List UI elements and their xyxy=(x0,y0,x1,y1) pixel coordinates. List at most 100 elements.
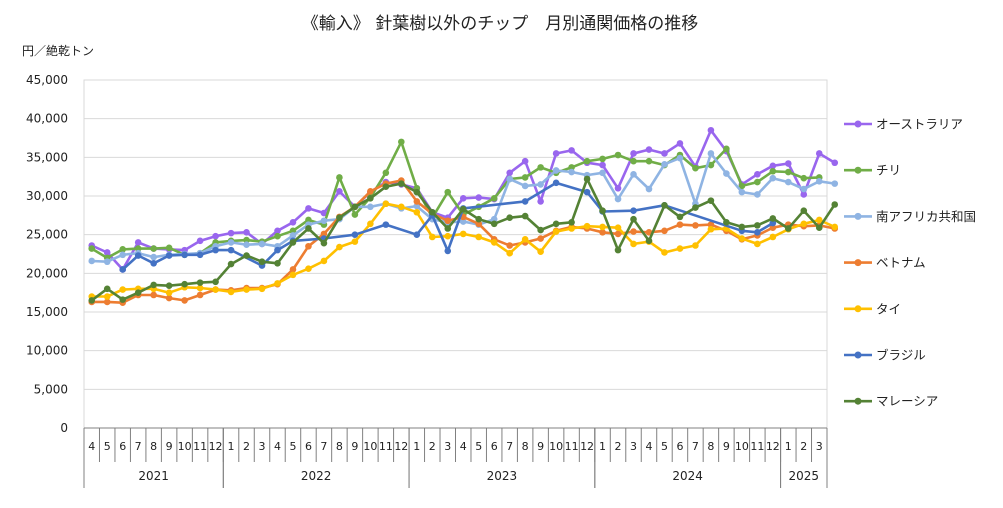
month-tick-label: 7 xyxy=(506,440,513,453)
data-point xyxy=(769,219,777,227)
data-point xyxy=(676,221,684,228)
month-tick-label: 12 xyxy=(394,440,408,453)
data-point xyxy=(645,157,653,165)
month-tick-label: 12 xyxy=(209,440,223,453)
data-point xyxy=(568,225,575,232)
data-point xyxy=(428,233,436,241)
data-point xyxy=(831,201,839,208)
legend-label: マレーシア xyxy=(876,394,938,409)
data-point xyxy=(165,289,173,296)
month-tick-label: 6 xyxy=(305,440,312,453)
data-point xyxy=(661,160,668,168)
data-point xyxy=(754,222,761,229)
month-tick-label: 5 xyxy=(475,440,482,453)
data-point xyxy=(599,155,606,163)
data-point xyxy=(258,258,266,266)
data-point xyxy=(398,138,405,146)
data-point xyxy=(165,294,173,302)
data-point xyxy=(754,240,761,248)
data-point xyxy=(800,191,808,198)
data-point xyxy=(537,164,544,171)
data-point xyxy=(181,297,188,304)
data-point xyxy=(537,198,544,205)
month-tick-label: 9 xyxy=(351,440,358,453)
data-point xyxy=(676,245,684,252)
data-point xyxy=(274,280,281,287)
y-tick-label: 5,000 xyxy=(34,382,68,396)
month-tick-label: 10 xyxy=(549,440,563,453)
data-point xyxy=(692,242,699,249)
data-point xyxy=(444,225,452,232)
data-point xyxy=(738,235,746,242)
data-point xyxy=(800,207,808,214)
data-point xyxy=(614,230,622,238)
data-point xyxy=(815,178,823,185)
data-point xyxy=(274,232,281,240)
data-point xyxy=(413,231,421,238)
data-point xyxy=(676,140,684,147)
month-tick-label: 10 xyxy=(178,440,192,453)
month-tick-label: 5 xyxy=(289,440,296,453)
y-tick-label: 30,000 xyxy=(26,189,68,203)
data-point xyxy=(382,169,390,177)
data-point xyxy=(150,291,157,299)
data-point xyxy=(599,161,606,169)
data-point xyxy=(243,241,250,249)
month-tick-label: 2 xyxy=(800,440,807,453)
data-point xyxy=(134,239,142,246)
data-point xyxy=(599,169,606,177)
month-tick-label: 3 xyxy=(630,440,637,453)
data-point xyxy=(800,174,808,182)
data-point xyxy=(459,205,467,213)
data-point xyxy=(398,203,405,211)
data-point xyxy=(243,286,250,293)
data-point xyxy=(707,126,715,134)
data-point xyxy=(645,146,653,153)
data-point xyxy=(599,229,606,236)
data-point xyxy=(475,220,483,228)
data-point xyxy=(88,297,96,304)
data-point xyxy=(707,225,715,233)
data-point xyxy=(645,185,653,193)
data-point xyxy=(754,171,761,178)
data-point xyxy=(150,245,157,252)
data-point xyxy=(367,188,374,195)
month-tick-label: 11 xyxy=(565,440,579,453)
month-tick-label: 2 xyxy=(243,440,250,453)
data-point xyxy=(103,293,111,300)
x-axis: 4 5 6 7 8 9 10 11 12 1 2 3 4 5 6 7 8 9 10 11 12 1 2 3 4 5 6 7 8 9 10 11… xyxy=(83,427,828,488)
data-point xyxy=(769,215,777,222)
data-point xyxy=(274,246,281,254)
month-tick-label: 8 xyxy=(707,440,714,453)
month-tick-label: 8 xyxy=(150,440,157,453)
y-axis-unit-label: 円／絶乾トン xyxy=(22,43,94,58)
data-point xyxy=(490,239,498,246)
data-point xyxy=(444,217,452,225)
month-tick-label: 11 xyxy=(750,440,764,453)
data-point xyxy=(459,230,467,238)
data-point xyxy=(552,220,560,228)
data-point xyxy=(444,188,452,196)
legend-entry: タイ xyxy=(844,301,901,316)
month-tick-label: 10 xyxy=(363,440,377,453)
data-point xyxy=(212,278,219,286)
legend-label: ベトナム xyxy=(876,255,926,270)
data-point xyxy=(475,233,483,241)
data-point xyxy=(583,188,591,196)
y-tick-label: 0 xyxy=(60,421,68,435)
data-point xyxy=(413,198,421,205)
data-point xyxy=(119,286,126,293)
data-point xyxy=(692,164,699,172)
data-point xyxy=(336,214,343,221)
legend-label: チリ xyxy=(876,163,901,178)
data-point xyxy=(630,215,637,223)
data-point xyxy=(274,259,281,267)
data-point xyxy=(521,157,529,165)
data-point xyxy=(490,215,498,223)
month-tick-label: 7 xyxy=(692,440,699,453)
data-point xyxy=(243,229,250,236)
data-point xyxy=(320,217,328,225)
data-point xyxy=(227,229,235,237)
data-point xyxy=(692,222,699,229)
